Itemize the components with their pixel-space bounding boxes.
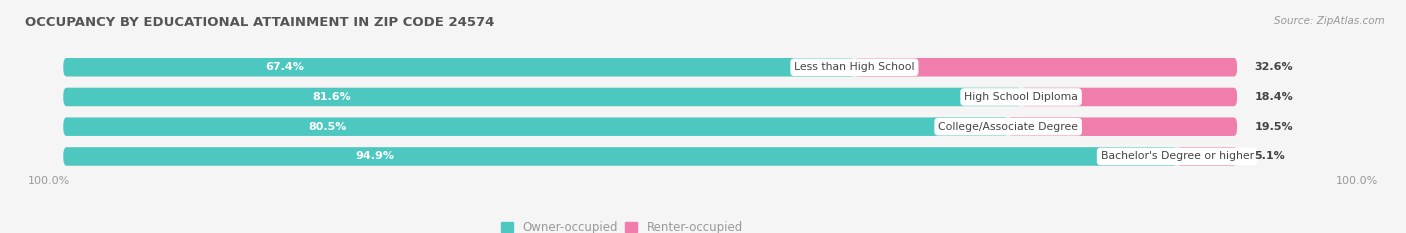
Text: 94.9%: 94.9%	[356, 151, 395, 161]
FancyBboxPatch shape	[63, 88, 1237, 106]
FancyBboxPatch shape	[63, 117, 1237, 136]
Legend: Owner-occupied, Renter-occupied: Owner-occupied, Renter-occupied	[496, 216, 748, 233]
FancyBboxPatch shape	[1008, 117, 1237, 136]
Text: 5.1%: 5.1%	[1254, 151, 1285, 161]
FancyBboxPatch shape	[63, 147, 1177, 166]
Text: 80.5%: 80.5%	[309, 122, 347, 132]
Text: 67.4%: 67.4%	[266, 62, 304, 72]
Text: 19.5%: 19.5%	[1254, 122, 1294, 132]
Text: 81.6%: 81.6%	[312, 92, 352, 102]
FancyBboxPatch shape	[1021, 88, 1237, 106]
FancyBboxPatch shape	[63, 147, 1237, 166]
Text: 100.0%: 100.0%	[28, 176, 70, 186]
FancyBboxPatch shape	[63, 88, 1021, 106]
Text: Bachelor's Degree or higher: Bachelor's Degree or higher	[1101, 151, 1254, 161]
FancyBboxPatch shape	[1177, 147, 1237, 166]
Text: Source: ZipAtlas.com: Source: ZipAtlas.com	[1274, 16, 1385, 26]
Text: 100.0%: 100.0%	[1336, 176, 1378, 186]
Text: High School Diploma: High School Diploma	[965, 92, 1078, 102]
FancyBboxPatch shape	[63, 117, 1008, 136]
Text: 18.4%: 18.4%	[1254, 92, 1294, 102]
FancyBboxPatch shape	[63, 58, 1237, 76]
Text: 32.6%: 32.6%	[1254, 62, 1294, 72]
Text: OCCUPANCY BY EDUCATIONAL ATTAINMENT IN ZIP CODE 24574: OCCUPANCY BY EDUCATIONAL ATTAINMENT IN Z…	[25, 16, 495, 29]
Text: College/Associate Degree: College/Associate Degree	[938, 122, 1078, 132]
FancyBboxPatch shape	[855, 58, 1237, 76]
FancyBboxPatch shape	[63, 58, 855, 76]
Text: Less than High School: Less than High School	[794, 62, 915, 72]
